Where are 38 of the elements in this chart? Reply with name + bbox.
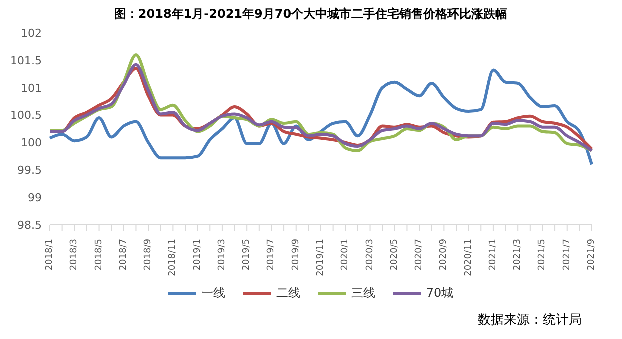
y-tick-label: 101.5 [10, 54, 42, 68]
x-tick-label: 2021/9 [587, 238, 597, 271]
x-tick-label: 2021/3 [513, 239, 524, 271]
y-tick-label: 100 [21, 136, 42, 150]
y-tick-label: 102 [21, 26, 42, 40]
x-tick-label: 2021/5 [538, 239, 548, 271]
line-series [48, 68, 594, 166]
x-tick-label: 2019/7 [266, 239, 277, 271]
y-tick-label: 98.5 [18, 218, 42, 232]
x-tick-label: 2019/9 [291, 238, 302, 271]
x-tick-label: 2018/7 [118, 239, 129, 271]
x-tick-label: 2018/1 [45, 239, 55, 271]
y-tick-label: 101 [21, 82, 42, 95]
legend-label: 70城 [426, 285, 454, 302]
x-tick-label: 2019/1 [192, 239, 203, 271]
y-tick-label: 100.5 [10, 109, 42, 122]
chart-title: 图：2018年1月-2021年9月70个大中城市二手住宅销售价格环比涨跌幅 [113, 6, 509, 23]
x-tick-label: 2018/5 [94, 239, 104, 271]
x-tick-label: 2020/1 [340, 239, 351, 271]
legend-label: 一线 [201, 285, 226, 302]
x-tick-label: 2020/7 [414, 239, 425, 271]
source-note: 数据来源：统计局 [478, 312, 582, 329]
x-tick-label: 2020/5 [390, 239, 400, 271]
legend-label: 三线 [351, 285, 376, 302]
legend-label: 二线 [276, 285, 300, 302]
x-tick-label: 2020/11 [464, 239, 474, 276]
x-tick-label: 2021/7 [562, 239, 572, 271]
x-tick-label: 2018/3 [70, 239, 80, 271]
x-tick-label: 2019/5 [242, 239, 252, 271]
x-tick-label: 2019/3 [217, 239, 228, 271]
y-tick-label: 99 [28, 191, 42, 204]
x-tick-label: 2018/11 [168, 239, 178, 276]
y-tick-label: 99.5 [18, 164, 42, 178]
x-tick-label: 2020/3 [365, 239, 376, 271]
x-tick-label: 2021/1 [488, 239, 498, 271]
x-tick-label: 2020/9 [439, 238, 450, 271]
x-tick-label: 2018/9 [144, 238, 154, 271]
x-tick-label: 2019/11 [316, 239, 326, 276]
